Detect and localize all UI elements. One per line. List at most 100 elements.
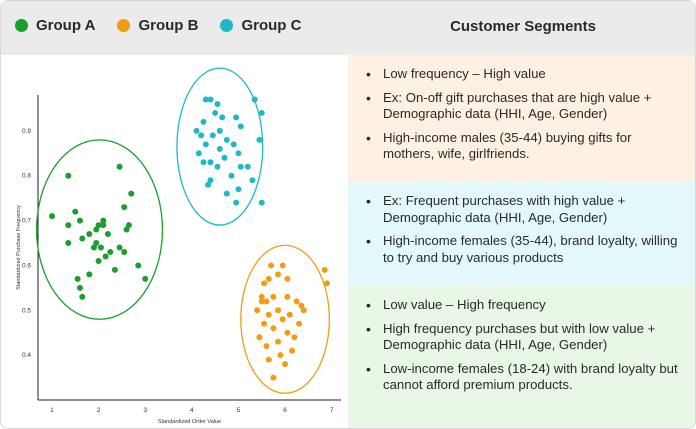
data-point-group-c <box>235 186 242 193</box>
data-point-group-c <box>205 181 212 188</box>
x-tick-label: 2 <box>97 407 101 414</box>
data-point-group-c <box>237 163 244 170</box>
x-tick-label: 3 <box>143 407 147 414</box>
data-point-group-a <box>100 222 107 229</box>
header-bar: Group A Group B Group C Customer Segment… <box>1 1 695 55</box>
customer-segments-title: Customer Segments <box>450 18 596 35</box>
data-point-group-b <box>284 275 291 282</box>
data-point-group-b <box>289 347 296 354</box>
data-point-group-b <box>300 307 307 314</box>
segment-bullet: Ex: On-off gift purchases that are high … <box>366 90 685 123</box>
data-point-group-a <box>65 240 72 247</box>
legend-label-group-c: Group C <box>241 17 302 34</box>
data-point-group-a <box>121 204 128 211</box>
data-point-group-b <box>258 298 265 305</box>
x-tick-label: 4 <box>190 407 194 414</box>
data-point-group-a <box>104 231 111 238</box>
data-point-group-b <box>279 262 286 269</box>
data-point-group-c <box>207 159 214 166</box>
data-point-group-a <box>76 217 83 224</box>
data-point-group-b <box>275 271 282 278</box>
data-point-group-b <box>261 320 268 327</box>
data-point-group-a <box>100 217 107 224</box>
segment-bullet: Ex: Frequent purchases with high value +… <box>366 193 685 226</box>
data-point-group-c <box>207 177 214 184</box>
data-point-group-b <box>275 338 282 345</box>
data-point-group-b <box>254 307 261 314</box>
legend-dot-group-a <box>15 19 28 32</box>
data-point-group-a <box>128 190 135 197</box>
data-point-group-a <box>123 226 130 233</box>
data-point-group-a <box>142 275 149 282</box>
scatter-chart-area: 1 2 3 4 5 6 7 0.4 0.5 0.6 0.7 0.8 0.9 Standardized Or… <box>1 55 348 428</box>
data-point-group-b <box>263 298 270 305</box>
data-point-group-b <box>282 361 289 368</box>
segment-bullet: Low-income females (18-24) with brand lo… <box>366 361 685 394</box>
data-point-group-a <box>86 231 93 238</box>
segments-panel: Low frequency – High value Ex: On-off gi… <box>348 55 695 428</box>
legend-label-group-b: Group B <box>138 17 199 34</box>
data-point-group-b <box>279 316 286 323</box>
data-point-group-c <box>202 96 209 103</box>
data-point-group-c <box>256 136 263 143</box>
data-point-group-b <box>256 334 263 341</box>
data-point-group-b <box>275 307 282 314</box>
data-point-group-b <box>270 374 277 381</box>
data-point-group-a <box>125 222 132 229</box>
data-point-group-c <box>200 159 207 166</box>
y-tick-label: 0.9 <box>22 128 31 135</box>
data-point-group-c <box>233 199 240 206</box>
legend-item-group-c: Group C <box>220 17 301 34</box>
data-point-group-a <box>107 248 114 255</box>
x-tick-label: 1 <box>50 407 54 414</box>
data-point-group-b <box>293 298 300 305</box>
data-point-group-b <box>261 280 268 287</box>
data-point-group-b <box>277 352 284 359</box>
data-point-group-c <box>216 127 223 134</box>
scatter-chart: 1 2 3 4 5 6 7 0.4 0.5 0.6 0.7 0.8 0.9 Standardized Or… <box>16 67 341 425</box>
data-point-group-a <box>65 172 72 179</box>
legend-item-group-b: Group B <box>117 17 198 34</box>
data-point-group-a <box>102 253 109 260</box>
data-point-group-c <box>223 190 230 197</box>
data-point-group-b <box>298 302 305 309</box>
data-point-group-c <box>251 96 258 103</box>
data-point-group-c <box>198 132 205 139</box>
y-tick-label: 0.6 <box>22 262 31 269</box>
data-point-group-c <box>221 154 228 161</box>
data-point-group-b <box>324 280 331 287</box>
data-point-group-b <box>270 325 277 332</box>
data-point-group-a <box>95 222 102 229</box>
y-axis-title: Standardized Purchase Frequency <box>16 205 22 290</box>
cluster-ellipse-group-a <box>35 139 164 320</box>
data-point-group-c <box>212 109 219 116</box>
data-point-group-c <box>195 150 202 157</box>
data-point-group-c <box>258 199 265 206</box>
legend-item-group-a: Group A <box>15 17 95 34</box>
data-point-group-b <box>321 266 328 273</box>
data-point-group-a <box>97 244 104 251</box>
legend-dot-group-c <box>220 19 234 32</box>
x-tick-label: 5 <box>237 407 241 414</box>
data-point-group-c <box>244 163 251 170</box>
segment-bullet-list: Low frequency – High value Ex: On-off gi… <box>366 66 685 163</box>
data-point-group-a <box>90 244 97 251</box>
data-point-group-b <box>286 311 293 318</box>
segment-bullet-list: Ex: Frequent purchases with high value +… <box>366 193 685 266</box>
data-point-group-b <box>270 293 277 300</box>
segment-low-value-high-frequency: Low value – High frequency High frequenc… <box>348 286 695 428</box>
cluster-ellipse-group-b <box>240 244 330 394</box>
segment-bullet-list: Low value – High frequency High frequenc… <box>366 297 685 394</box>
data-point-group-c <box>209 132 216 139</box>
data-point-group-c <box>207 96 214 103</box>
data-point-group-a <box>93 240 100 247</box>
segment-bullet: High frequency purchases but with low va… <box>366 321 685 354</box>
segment-bullet: Low frequency – High value <box>366 66 685 83</box>
data-point-group-a <box>95 257 102 264</box>
data-point-group-c <box>230 141 237 148</box>
legend-dot-group-b <box>117 19 131 32</box>
data-point-group-c <box>237 123 244 130</box>
data-point-group-c <box>202 141 209 148</box>
y-tick-label: 0.7 <box>22 218 31 225</box>
